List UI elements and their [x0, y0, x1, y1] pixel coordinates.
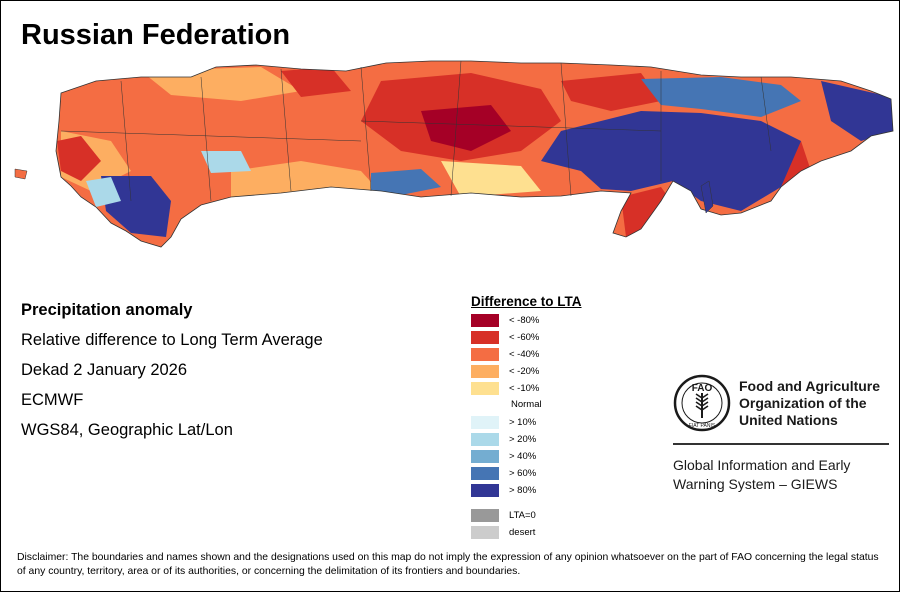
region-siberia-extreme — [421, 105, 511, 151]
legend-label: < -40% — [509, 349, 540, 360]
legend-label: < -10% — [509, 383, 540, 394]
fao-emblem-icon: FAO FIAT PANIS — [673, 374, 731, 432]
legend-swatch — [471, 365, 499, 378]
info-heading: Precipitation anomaly — [21, 301, 193, 319]
region-volga-light-wet — [201, 151, 251, 173]
info-line-2: Dekad 2 January 2026 — [21, 361, 188, 379]
region-primorye-severe — [621, 187, 671, 237]
region-south-siberia-slight — [441, 161, 541, 197]
region-northwest-severe — [57, 136, 101, 181]
legend-swatch — [471, 484, 499, 497]
legend-label: < -60% — [509, 332, 540, 343]
legend-extra-row: LTA=0 — [471, 507, 651, 524]
legend-swatch — [471, 314, 499, 327]
legend-row: < -60% — [471, 329, 651, 346]
legend-row: > 60% — [471, 465, 651, 482]
legend-row: < -10% — [471, 380, 651, 397]
admin-boundaries — [60, 60, 772, 202]
legend-label: > 20% — [509, 434, 537, 445]
legend-label: desert — [509, 527, 536, 538]
legend-row: Normal — [471, 397, 651, 414]
region-south-wet — [86, 177, 121, 207]
region-chukotka-very-wet — [821, 81, 893, 141]
legend-title: Difference to LTA — [471, 294, 582, 309]
legend-swatch — [471, 526, 499, 539]
legend-swatch — [471, 450, 499, 463]
legend-label: LTA=0 — [509, 510, 536, 521]
legend: Difference to LTA < -80% < -60% < -40% < -2… — [471, 294, 651, 541]
map-info: Precipitation anomaly Relative differenc… — [21, 299, 323, 449]
legend-swatch — [471, 467, 499, 480]
emblem-text: FAO — [692, 383, 713, 394]
legend-label: > 40% — [509, 451, 537, 462]
legend-rows: < -80% < -60% < -40% < -20% < -10% Normal > 10… — [471, 312, 651, 499]
legend-label: < -20% — [509, 366, 540, 377]
legend-swatch — [471, 331, 499, 344]
legend-row: < -20% — [471, 363, 651, 380]
legend-row: < -40% — [471, 346, 651, 363]
legend-label: Normal — [511, 399, 542, 410]
disclaimer: Disclaimer: The boundaries and names sho… — [17, 552, 879, 577]
legend-label: < -80% — [509, 315, 540, 326]
fao-name: Food and Agriculture Organization of the… — [739, 378, 881, 428]
sakhalin-island — [700, 180, 714, 214]
fao-divider — [673, 443, 889, 445]
legend-label: > 60% — [509, 468, 537, 479]
legend-row: < -80% — [471, 312, 651, 329]
info-line-1: Relative difference to Long Term Average — [21, 331, 323, 349]
legend-row: > 10% — [471, 414, 651, 431]
region-yakutia-severe — [561, 73, 661, 111]
giews-name: Global Information and Early Warning Sys… — [673, 457, 851, 492]
info-line-4: WGS84, Geographic Lat/Lon — [21, 421, 233, 439]
kaliningrad-exclave — [14, 168, 28, 180]
map-title: Russian Federation — [21, 19, 291, 51]
region-far-east-very-wet — [541, 111, 801, 211]
legend-row: > 40% — [471, 448, 651, 465]
legend-extra-rows: LTA=0 desert — [471, 507, 651, 541]
region-caucasus-very-wet — [101, 176, 171, 237]
legend-row: > 20% — [471, 431, 651, 448]
region-urals-north-severe — [281, 67, 351, 97]
legend-swatch — [471, 348, 499, 361]
emblem-motto: FIAT PANIS — [689, 423, 716, 429]
anomaly-map — [14, 60, 894, 248]
region-northeast-wet — [641, 77, 801, 117]
legend-swatch — [471, 382, 499, 395]
legend-spacer — [471, 499, 651, 507]
legend-swatch — [471, 416, 499, 429]
legend-swatch — [471, 433, 499, 446]
country-outline — [55, 60, 894, 248]
legend-label: > 10% — [509, 417, 537, 428]
legend-extra-row: desert — [471, 524, 651, 541]
legend-row: > 80% — [471, 482, 651, 499]
info-line-3: ECMWF — [21, 391, 84, 409]
region-altai-wet — [371, 169, 441, 195]
legend-swatch — [471, 509, 499, 522]
legend-label: > 80% — [509, 485, 537, 496]
